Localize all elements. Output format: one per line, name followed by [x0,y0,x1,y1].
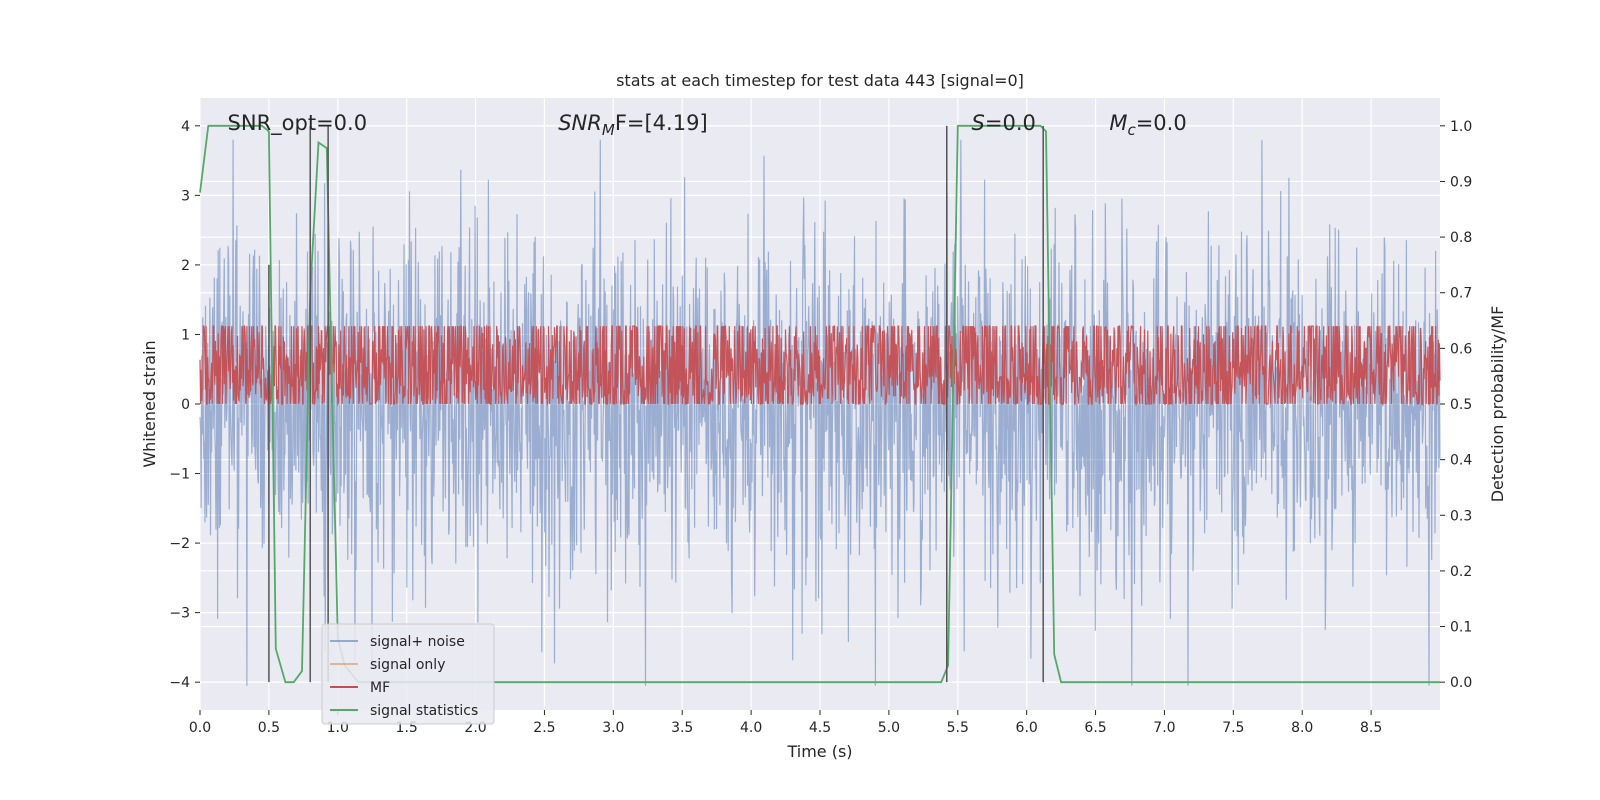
legend-label: signal+ noise [370,634,465,650]
y2-tick-label: 1.0 [1450,119,1472,135]
annotation-text: SNRMF=[4.19] [558,111,707,139]
annotation-rest: =0.0 [985,111,1036,135]
legend-label: signal only [370,657,445,673]
y2-tick-label: 0.4 [1450,453,1472,469]
x-tick-label: 3.0 [602,720,624,736]
annotations: SNR_opt=0.0 SNRMF=[4.19] S=0.0 Mc=0.0 [228,111,1187,139]
y-tick-label: 3 [181,188,190,204]
y-tick-label: −4 [169,675,190,691]
x-tick-label: 8.0 [1291,720,1313,736]
y-tick-label: −2 [169,536,190,552]
x-tick-label: 0.5 [258,720,280,736]
x-tick-label: 4.0 [740,720,762,736]
y2-tick-label: 0.2 [1450,564,1472,580]
x-tick-label: 5.5 [947,720,969,736]
y2-tick-label: 0.0 [1450,675,1472,691]
x-tick-label: 6.0 [1016,720,1038,736]
series-signal-noise [199,139,1441,686]
annotation-rest: =0.0 [1136,111,1187,135]
y-tick-label: 2 [181,258,190,274]
x-tick-label: 3.5 [671,720,693,736]
x-tick-label: 8.5 [1360,720,1382,736]
legend-label: signal statistics [370,703,478,719]
axis-ticks: 0.0 0.5 1.0 1.5 2.0 2.5 3.0 3.5 4.0 4.5 5.0 5.5 6.0 6… [169,119,1472,736]
annotation-main: M [1109,111,1127,135]
y-tick-label: −1 [169,467,190,483]
x-tick-label: 6.5 [1084,720,1106,736]
y2-tick-label: 0.8 [1450,230,1472,246]
y2-tick-label: 0.9 [1450,174,1472,190]
x-tick-label: 2.5 [533,720,555,736]
y2-tick-label: 0.3 [1450,508,1472,524]
y-axis-label: Whitened strain [140,340,159,467]
y2-tick-label: 0.7 [1450,286,1472,302]
y-tick-label: −3 [169,606,190,622]
annotation-text: SNR_opt=0.0 [228,111,368,136]
y-tick-label: 4 [181,119,190,135]
annotation-subscript: M [602,121,615,139]
annotation-main: SNR_opt=0.0 [228,111,368,136]
legend-label: MF [370,680,390,696]
x-axis-label: Time (s) [786,742,852,761]
x-tick-label: 4.5 [809,720,831,736]
annotation-rest: F=[4.19] [615,111,708,135]
x-tick-label: 7.0 [1153,720,1175,736]
annotation-main: SNR [558,111,602,135]
x-tick-label: 5.0 [878,720,900,736]
series-mf [199,324,1441,407]
annotation-text: S=0.0 [972,111,1036,135]
legend-box [321,623,495,725]
y-tick-label: 0 [181,397,190,413]
annotation-subscript: c [1127,121,1136,139]
chart-title: stats at each timestep for test data 443… [616,71,1024,90]
annotation-main: S [972,111,985,135]
x-tick-label: 0.0 [189,720,211,736]
legend: signal+ noise signal only MF signal statist… [321,623,495,725]
y-tick-label: 1 [181,327,190,343]
y2-tick-label: 0.6 [1450,341,1472,357]
vertical-markers [268,125,1044,683]
x-tick-label: 7.5 [1222,720,1244,736]
y2-tick-label: 0.5 [1450,397,1472,413]
y2-tick-label: 0.1 [1450,620,1472,636]
annotation-text: Mc=0.0 [1109,111,1186,139]
y2-axis-label: Detection probability/MF [1488,306,1507,503]
